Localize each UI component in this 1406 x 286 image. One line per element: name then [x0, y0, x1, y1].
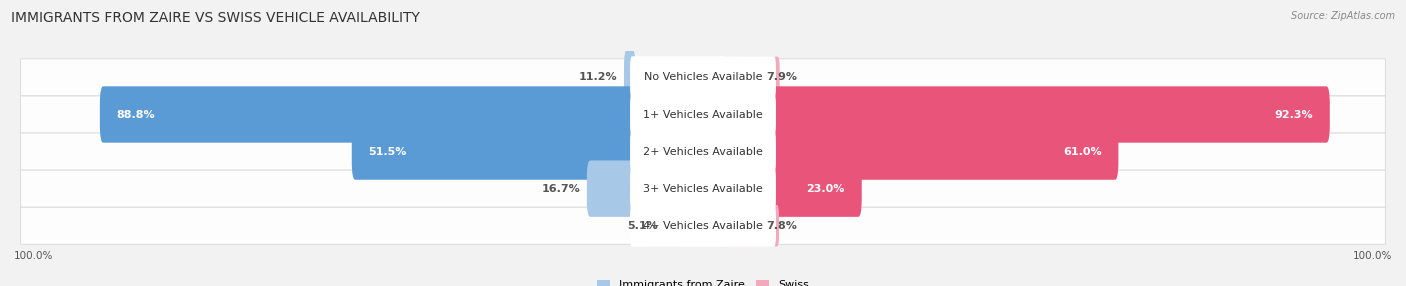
FancyBboxPatch shape	[21, 59, 1385, 96]
Text: 11.2%: 11.2%	[579, 72, 617, 82]
FancyBboxPatch shape	[100, 86, 636, 143]
FancyBboxPatch shape	[352, 123, 636, 180]
FancyBboxPatch shape	[21, 170, 1385, 207]
FancyBboxPatch shape	[723, 57, 780, 98]
FancyBboxPatch shape	[630, 56, 776, 99]
FancyBboxPatch shape	[21, 133, 1385, 170]
Text: 88.8%: 88.8%	[117, 110, 155, 120]
Legend: Immigrants from Zaire, Swiss: Immigrants from Zaire, Swiss	[598, 280, 808, 286]
Text: No Vehicles Available: No Vehicles Available	[644, 72, 762, 82]
Text: 16.7%: 16.7%	[541, 184, 581, 194]
Text: 3+ Vehicles Available: 3+ Vehicles Available	[643, 184, 763, 194]
Text: 5.1%: 5.1%	[627, 221, 658, 231]
FancyBboxPatch shape	[630, 93, 776, 136]
FancyBboxPatch shape	[630, 168, 776, 210]
Text: 61.0%: 61.0%	[1063, 147, 1101, 156]
FancyBboxPatch shape	[21, 96, 1385, 133]
FancyBboxPatch shape	[645, 205, 683, 247]
Text: 4+ Vehicles Available: 4+ Vehicles Available	[643, 221, 763, 231]
Text: 100.0%: 100.0%	[14, 251, 53, 261]
FancyBboxPatch shape	[586, 160, 636, 217]
Text: 92.3%: 92.3%	[1274, 110, 1313, 120]
FancyBboxPatch shape	[770, 123, 1118, 180]
Text: 100.0%: 100.0%	[1353, 251, 1392, 261]
Text: 7.8%: 7.8%	[766, 221, 797, 231]
Text: 23.0%: 23.0%	[807, 184, 845, 194]
Text: Source: ZipAtlas.com: Source: ZipAtlas.com	[1291, 11, 1395, 21]
FancyBboxPatch shape	[630, 204, 776, 247]
Text: 7.9%: 7.9%	[766, 72, 797, 82]
Text: 2+ Vehicles Available: 2+ Vehicles Available	[643, 147, 763, 156]
FancyBboxPatch shape	[770, 86, 1330, 143]
Text: IMMIGRANTS FROM ZAIRE VS SWISS VEHICLE AVAILABILITY: IMMIGRANTS FROM ZAIRE VS SWISS VEHICLE A…	[11, 11, 420, 25]
FancyBboxPatch shape	[624, 49, 636, 106]
FancyBboxPatch shape	[21, 207, 1385, 244]
FancyBboxPatch shape	[723, 205, 779, 247]
FancyBboxPatch shape	[630, 130, 776, 173]
Text: 1+ Vehicles Available: 1+ Vehicles Available	[643, 110, 763, 120]
Text: 51.5%: 51.5%	[368, 147, 406, 156]
FancyBboxPatch shape	[770, 160, 862, 217]
